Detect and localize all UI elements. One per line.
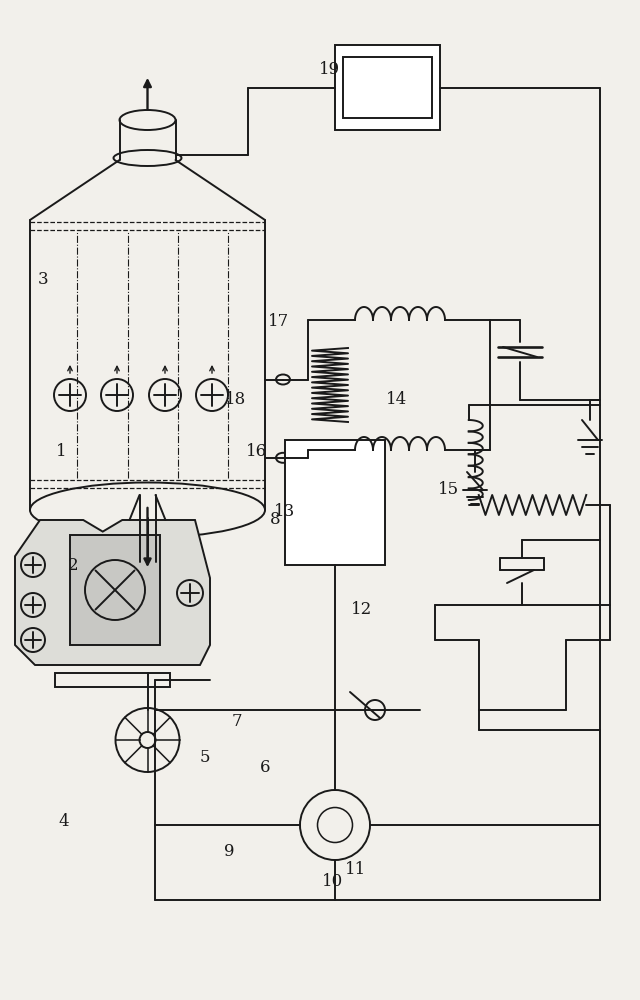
Text: 16: 16: [245, 444, 267, 460]
Text: 3: 3: [38, 271, 49, 288]
Bar: [335, 45, 440, 130]
Text: 10: 10: [322, 874, 344, 890]
Text: 6: 6: [260, 760, 271, 776]
Text: 12: 12: [351, 601, 372, 618]
Text: 11: 11: [344, 861, 366, 879]
Ellipse shape: [276, 374, 290, 384]
Ellipse shape: [276, 453, 290, 463]
Text: 17: 17: [268, 314, 289, 330]
Circle shape: [300, 790, 370, 860]
Text: 4: 4: [59, 814, 69, 830]
Bar: [285, 440, 385, 565]
Bar: [122, 538, 173, 548]
Polygon shape: [15, 520, 210, 665]
Text: 9: 9: [224, 844, 234, 860]
Text: 2: 2: [68, 556, 79, 574]
Circle shape: [365, 700, 385, 720]
Text: 14: 14: [386, 391, 408, 408]
Ellipse shape: [30, 483, 265, 538]
Text: 7: 7: [232, 714, 242, 730]
Ellipse shape: [120, 110, 175, 130]
Text: 19: 19: [319, 62, 340, 79]
Text: 15: 15: [437, 482, 459, 498]
Bar: [120, 548, 175, 562]
Text: 8: 8: [270, 512, 280, 528]
Text: 5: 5: [200, 750, 210, 766]
Text: 13: 13: [274, 504, 296, 520]
Bar: [55, 673, 170, 687]
Bar: [70, 535, 160, 645]
Bar: [343, 57, 432, 118]
Text: 1: 1: [56, 444, 66, 460]
Text: 18: 18: [225, 391, 246, 408]
